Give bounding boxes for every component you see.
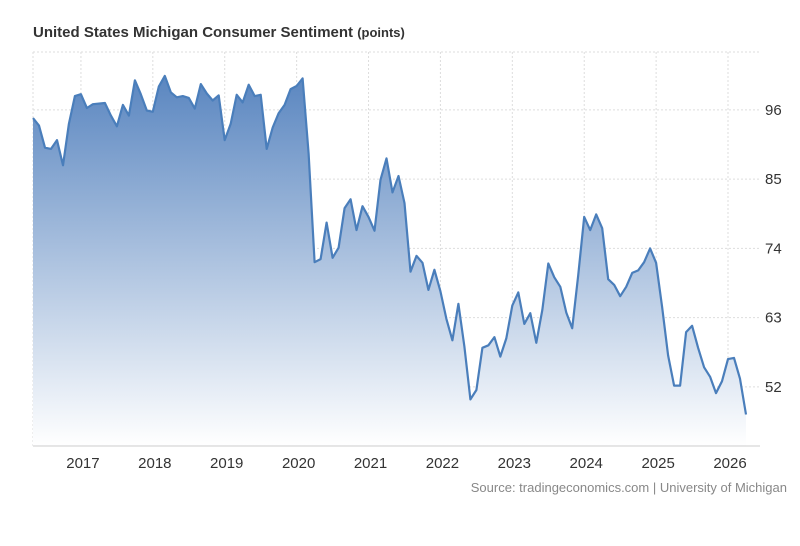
chart-title: United States Michigan Consumer Sentimen… [33, 24, 405, 41]
x-tick-label: 2024 [570, 455, 603, 472]
series-line [32, 74, 748, 415]
title-text: United States Michigan Consumer Sentimen… [33, 24, 354, 41]
area-fill [33, 75, 746, 447]
x-tick-label: 2021 [354, 455, 387, 472]
x-tick-label: 2019 [210, 455, 243, 472]
y-tick-label: 63 [765, 310, 782, 327]
source-note: Source: tradingeconomics.com | Universit… [470, 480, 787, 495]
y-tick-label: 85 [765, 171, 782, 188]
x-tick-label: 2026 [713, 455, 746, 472]
x-tick-label: 2023 [498, 455, 531, 472]
tick-labels: 52 63 74 85 96 2017 2018 2019 2020 2021 2022 2023 20… [66, 102, 781, 472]
x-tick-label: 2017 [66, 455, 99, 472]
title-unit: (points) [357, 25, 405, 40]
x-tick-label: 2020 [282, 455, 315, 472]
y-tick-label: 52 [765, 379, 782, 396]
x-tick-label: 2025 [641, 455, 674, 472]
x-tick-label: 2022 [426, 455, 459, 472]
y-tick-label: 74 [765, 240, 782, 257]
y-tick-label: 96 [765, 102, 782, 119]
x-tick-label: 2018 [138, 455, 171, 472]
